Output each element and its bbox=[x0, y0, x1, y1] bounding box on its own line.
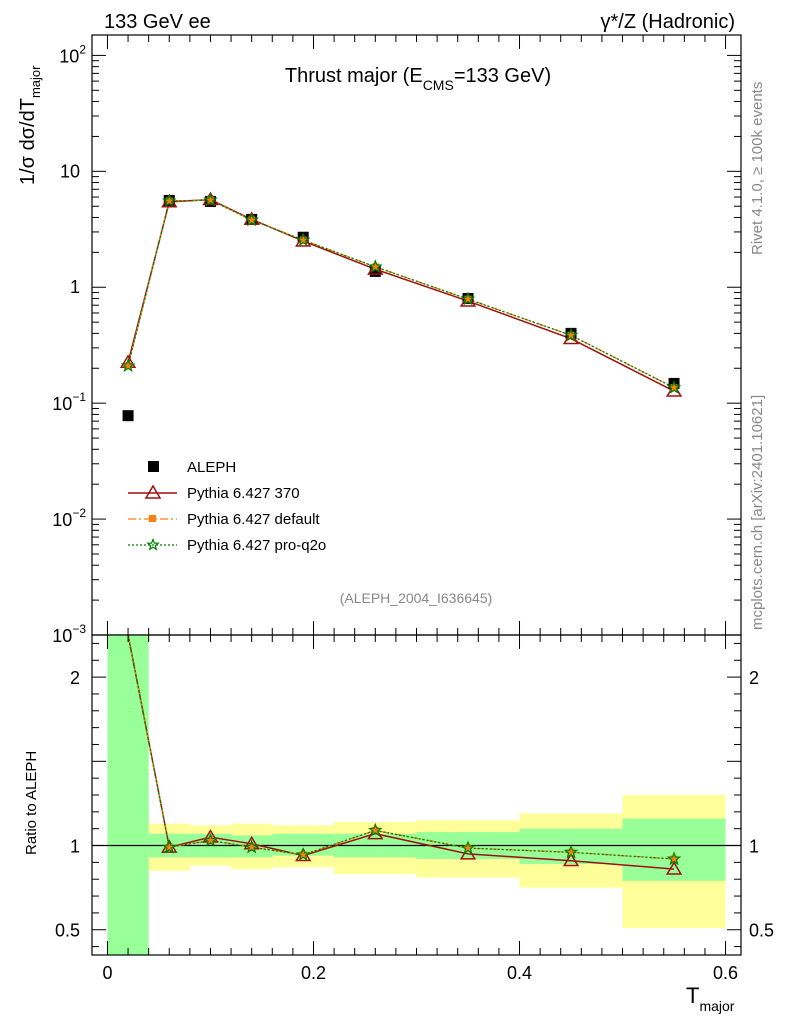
ratio-pq2o-point bbox=[295, 847, 311, 861]
y-tick-base: 10 bbox=[52, 626, 72, 646]
pq2o-point bbox=[666, 379, 682, 394]
legend-marker-aleph bbox=[148, 461, 159, 472]
y-tick-exp: −1 bbox=[72, 390, 86, 404]
x-tick-label: 0 bbox=[102, 963, 112, 983]
mcplots-label: mcplots.cern.ch [arXiv:2401.10621] bbox=[749, 395, 766, 630]
ratio-tick-label-right: 2 bbox=[749, 668, 759, 688]
ratio-pq2o-point bbox=[161, 839, 177, 854]
x-axis-label-main: T bbox=[686, 983, 699, 1008]
ratio-line bbox=[127, 634, 675, 860]
pdefault-point bbox=[670, 384, 678, 392]
ratio-pq2o-point bbox=[563, 844, 579, 859]
y-tick-base: 10 bbox=[52, 394, 72, 414]
series-line bbox=[127, 198, 675, 392]
y-axis-label-sub: major bbox=[28, 65, 43, 98]
legend: ALEPH Pythia 6.427 370 Pythia 6.427 defa… bbox=[128, 459, 326, 554]
pq2o-point bbox=[244, 212, 260, 227]
pq2o-point bbox=[563, 327, 579, 342]
analysis-id: (ALEPH_2004_I636645) bbox=[340, 590, 493, 606]
x-tick-label: 0.4 bbox=[507, 963, 532, 983]
ratio-band-green bbox=[622, 818, 726, 881]
y-tick-base: 10 bbox=[59, 46, 79, 66]
plot-title-sub: CMS bbox=[423, 77, 454, 93]
legend-marker-p370 bbox=[144, 484, 162, 499]
legend-marker-pdefault bbox=[149, 515, 156, 522]
ratio-tick-label-right: 0.5 bbox=[749, 921, 774, 941]
ratio-pdefault-point bbox=[165, 843, 173, 851]
y-tick-label: 10−1 bbox=[52, 390, 86, 414]
plot-title-main: Thrust major (E bbox=[285, 65, 423, 87]
legend-label-p370: Pythia 6.427 370 bbox=[187, 485, 300, 502]
legend-label-pdefault: Pythia 6.427 default bbox=[187, 511, 320, 528]
plot-title: Thrust major (ECMS=133 GeV) bbox=[285, 65, 551, 93]
ratio-p370-point bbox=[562, 852, 580, 867]
y-tick-label: 102 bbox=[59, 42, 86, 66]
header-left-title: 133 GeV ee bbox=[104, 11, 211, 33]
y-tick-label: 10−3 bbox=[52, 622, 86, 646]
x-axis-label: Tmajor bbox=[686, 983, 735, 1014]
ratio-tick-label-left: 0.5 bbox=[55, 921, 80, 941]
aleph-point bbox=[122, 410, 134, 422]
y-tick-label: 10 bbox=[60, 161, 80, 181]
ratio-pq2o-point bbox=[203, 832, 218, 847]
pdefault-point bbox=[124, 362, 132, 370]
ratio-pq2o-point bbox=[367, 822, 383, 837]
legend-marker-pq2o bbox=[146, 537, 160, 551]
ratio-pdefault-point bbox=[371, 826, 379, 834]
x-tick-label: 0.6 bbox=[713, 963, 738, 983]
pq2o-point bbox=[161, 193, 177, 208]
pq2o-point bbox=[120, 358, 136, 373]
y-tick-exp: −3 bbox=[72, 622, 86, 636]
y-tick-base: 10 bbox=[52, 510, 72, 530]
pdefault-point bbox=[248, 216, 256, 224]
ratio-band-green bbox=[107, 635, 149, 955]
rivet-label: Rivet 4.1.0, ≥ 100k events bbox=[749, 82, 766, 255]
ratio-axis-label: Ratio to ALEPH bbox=[23, 751, 40, 855]
pdefault-point bbox=[165, 197, 173, 205]
y-tick-exp: 2 bbox=[79, 42, 86, 56]
pdefault-point bbox=[464, 295, 472, 303]
x-axis-label-sub: major bbox=[699, 998, 734, 1014]
x-tick-label: 0.2 bbox=[301, 963, 326, 983]
pq2o-point bbox=[367, 259, 383, 274]
plot-title-tail: =133 GeV) bbox=[454, 65, 551, 87]
aleph-point bbox=[369, 265, 381, 277]
ratio-pdefault-point bbox=[206, 836, 214, 844]
pq2o-point bbox=[295, 232, 311, 247]
ratio-tick-label-left: 2 bbox=[70, 668, 80, 688]
series-line bbox=[127, 199, 675, 389]
y-axis-label: 1/σ dσ/dTmajor bbox=[17, 65, 43, 185]
ratio-pdefault-point bbox=[248, 843, 256, 851]
ratio-tick-label-left: 1 bbox=[70, 837, 80, 857]
y-tick-exp: −2 bbox=[72, 506, 86, 520]
ratio-pq2o-point bbox=[244, 839, 260, 854]
ratio-pq2o-point bbox=[460, 840, 476, 855]
ratio-pq2o-point bbox=[666, 851, 682, 866]
ratio-tick-label-right: 1 bbox=[749, 837, 759, 857]
y-axis-label-main: 1/σ dσ/dT bbox=[17, 98, 39, 185]
ratio-pdefault-point bbox=[567, 848, 575, 856]
pq2o-point bbox=[460, 291, 476, 306]
pdefault-point bbox=[206, 196, 214, 204]
header-right-title: γ*/Z (Hadronic) bbox=[601, 11, 735, 33]
legend-label-aleph: ALEPH bbox=[187, 459, 236, 476]
pdefault-point bbox=[371, 263, 379, 271]
pq2o-point bbox=[203, 192, 218, 207]
y-tick-label: 1 bbox=[70, 277, 80, 297]
ratio-pdefault-point bbox=[670, 855, 678, 863]
legend-label-pq2o: Pythia 6.427 pro-q2o bbox=[187, 537, 326, 554]
pdefault-point bbox=[567, 331, 575, 339]
ratio-pdefault-point bbox=[299, 851, 307, 859]
pdefault-point bbox=[299, 236, 307, 244]
y-tick-label: 10−2 bbox=[52, 506, 86, 530]
ratio-pdefault-point bbox=[464, 844, 472, 852]
ratio-p370-point bbox=[665, 861, 683, 875]
series-line bbox=[127, 199, 675, 389]
